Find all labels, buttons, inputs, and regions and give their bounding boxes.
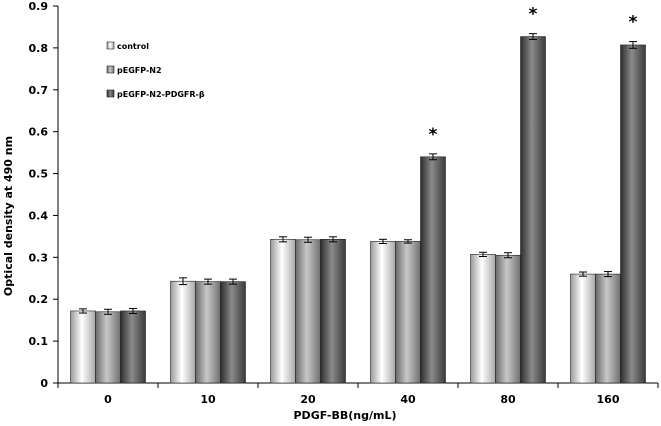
bar <box>295 239 321 384</box>
legend-label: pEGFP-N2-PDGFR-β <box>117 90 205 99</box>
y-tick-label: 0.9 <box>29 0 49 13</box>
significance-marker: * <box>429 125 438 145</box>
bar <box>420 156 446 384</box>
bar <box>495 254 521 384</box>
bar <box>120 310 146 384</box>
bar <box>620 44 646 384</box>
legend: control pEGFP-N2 pEGFP-N2-PDGFR-β <box>106 41 205 99</box>
x-tick-label: 10 <box>200 393 216 406</box>
bar <box>70 310 96 384</box>
bar <box>220 281 246 384</box>
y-axis-title: Optical density at 490 nm <box>2 136 15 296</box>
x-tick-label: 80 <box>500 393 516 406</box>
bar <box>470 254 496 384</box>
legend-label: pEGFP-N2 <box>117 66 162 75</box>
x-tick-label: 160 <box>597 393 620 406</box>
bar <box>195 281 221 384</box>
x-axis-title: PDGF-BB(ng/mL) <box>294 409 397 422</box>
y-tick-label: 0.1 <box>29 335 49 348</box>
bar <box>395 241 421 384</box>
y-tick-label: 0.3 <box>29 251 49 264</box>
y-tick-label: 0 <box>40 377 48 390</box>
x-tick-label: 0 <box>104 393 112 406</box>
legend-label: control <box>117 42 149 51</box>
significance-marker: * <box>629 13 638 33</box>
legend-swatch <box>106 41 115 50</box>
y-tick-label: 0.6 <box>29 126 49 139</box>
bar <box>370 241 396 384</box>
x-tick-label: 20 <box>300 393 316 406</box>
bar <box>320 239 346 384</box>
x-tick-label: 40 <box>400 393 416 406</box>
y-tick-label: 0.7 <box>29 84 49 97</box>
plot-area: 0 0.1 0.2 0.3 0.4 0.5 0.6 0.7 0.8 0.9 0 10 20 40 80 160… <box>29 0 659 406</box>
y-tick-label: 0.8 <box>29 42 49 55</box>
y-tick-label: 0.4 <box>29 209 49 222</box>
bar <box>570 273 596 384</box>
bar <box>595 273 621 384</box>
legend-swatch <box>106 89 115 98</box>
y-tick-label: 0.5 <box>29 168 49 181</box>
bar <box>520 36 546 384</box>
legend-swatch <box>106 65 115 74</box>
bar <box>170 280 196 384</box>
bar <box>270 239 296 384</box>
y-tick-label: 0.2 <box>29 293 49 306</box>
significance-marker: * <box>529 5 538 25</box>
bar <box>95 311 121 384</box>
